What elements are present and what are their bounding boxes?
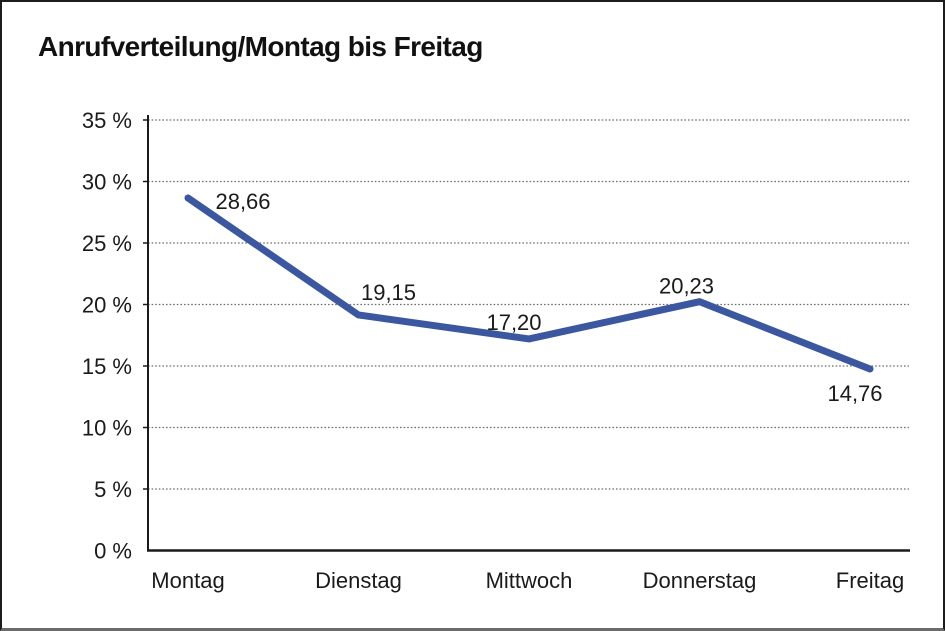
y-tick-label: 15 % bbox=[82, 354, 132, 379]
y-tick-label: 35 % bbox=[82, 108, 132, 133]
x-axis-label: Donnerstag bbox=[643, 568, 757, 593]
y-tick-label: 10 % bbox=[82, 416, 132, 441]
data-point-label: 19,15 bbox=[361, 280, 416, 305]
y-tick-label: 0 % bbox=[94, 539, 132, 564]
chart-title: Anrufverteilung/Montag bis Freitag bbox=[38, 31, 483, 62]
data-point-label: 20,23 bbox=[659, 274, 714, 299]
y-tick-label: 25 % bbox=[82, 231, 132, 256]
y-tick-label: 30 % bbox=[82, 170, 132, 195]
x-axis-label: Montag bbox=[151, 568, 224, 593]
data-series-line bbox=[184, 194, 874, 373]
y-tick-label: 5 % bbox=[94, 477, 132, 502]
data-point-label: 17,20 bbox=[486, 310, 541, 335]
data-point-label: 14,76 bbox=[827, 381, 882, 406]
data-point-label: 28,66 bbox=[215, 189, 270, 214]
y-tick-label: 20 % bbox=[82, 293, 132, 318]
x-axis-label: Freitag bbox=[836, 568, 904, 593]
x-axis-label: Dienstag bbox=[315, 568, 402, 593]
x-axis-label: Mittwoch bbox=[486, 568, 573, 593]
